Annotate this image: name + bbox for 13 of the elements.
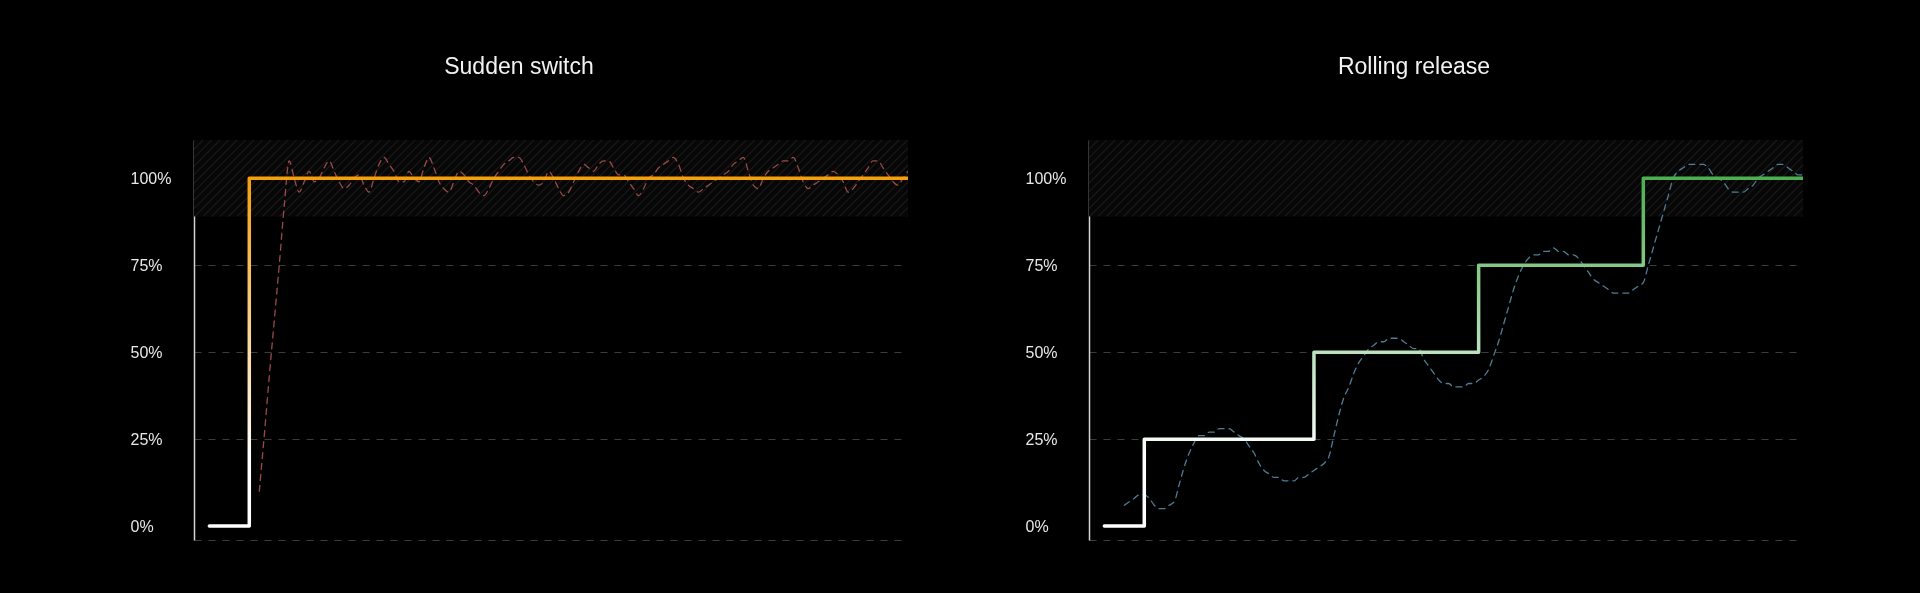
line-series	[258, 156, 908, 492]
chart-title: Sudden switch	[444, 53, 594, 79]
y-tick-label: 0%	[1025, 517, 1049, 535]
y-tick-label: 25%	[130, 430, 163, 448]
y-tick-label: 100%	[1025, 169, 1066, 187]
chart-title: Rolling release	[1337, 53, 1490, 79]
y-tick-label: 75%	[1025, 256, 1058, 274]
y-tick-label: 100%	[130, 169, 172, 187]
y-tick-label: 75%	[130, 256, 163, 274]
y-tick-label: 50%	[1025, 343, 1058, 361]
y-tick-label: 25%	[1025, 430, 1058, 448]
y-tick-label: 0%	[130, 517, 154, 535]
y-tick-label: 50%	[130, 343, 163, 361]
